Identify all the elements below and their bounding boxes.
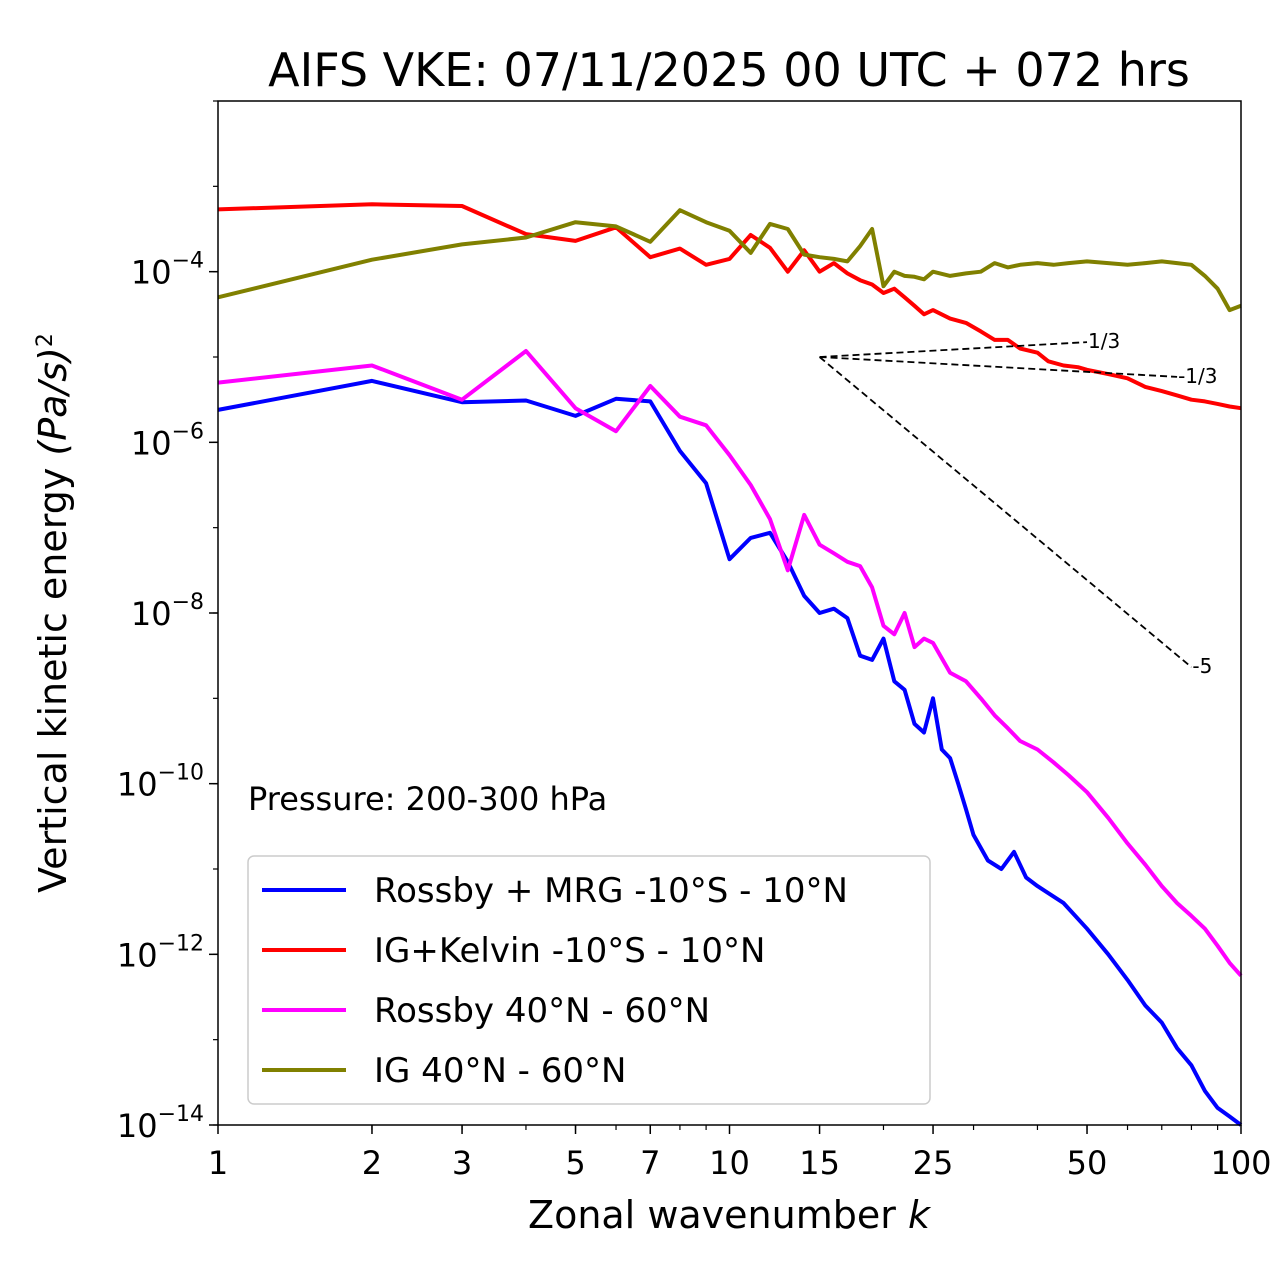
y-tick-label: 10−6: [131, 419, 204, 462]
reference-slopes: 1/3 -1/3 -5: [818, 329, 1218, 678]
y-axis-label: Vertical kinetic energy (Pa/s)2: [31, 333, 75, 893]
slope-label-1: -1/3: [1178, 364, 1217, 388]
x-tick-label: 15: [799, 1144, 840, 1182]
legend-label-3: IG 40°N - 60°N: [374, 1051, 626, 1091]
pressure-annotation: Pressure: 200-300 hPa: [248, 780, 607, 818]
legend-label-0: Rossby + MRG -10°S - 10°N: [374, 871, 848, 911]
x-axis-label-var: k: [908, 1193, 932, 1237]
legend-label-2: Rossby 40°N - 60°N: [374, 991, 710, 1031]
x-tick-label: 5: [565, 1144, 585, 1182]
y-tick-label: 10−14: [117, 1102, 204, 1145]
legend: Rossby + MRG -10°S - 10°N IG+Kelvin -10°S…: [247, 855, 931, 1105]
y-axis-label-unit: (Pa/s): [31, 347, 75, 455]
x-axis-label: Zonal wavenumber k: [528, 1193, 932, 1237]
series-line-2: [217, 349, 1243, 978]
y-tick-label: 10−4: [131, 249, 204, 292]
legend-label-1: IG+Kelvin -10°S - 10°N: [374, 931, 765, 971]
chart-title: AIFS VKE: 07/11/2025 00 UTC + 072 hrs: [268, 43, 1190, 97]
series-layer: [217, 202, 1243, 1127]
y-tick-label: 10−10: [117, 761, 204, 804]
slope-label-0: 1/3: [1088, 329, 1120, 353]
series-line-0: [217, 378, 1243, 1127]
x-axis-label-text: Zonal wavenumber: [528, 1193, 896, 1237]
series-line-1: [217, 202, 1242, 411]
x-tick-label: 3: [452, 1144, 472, 1182]
y-axis-label-text: Vertical kinetic energy: [31, 468, 75, 893]
x-tick-label: 1: [208, 1144, 228, 1182]
x-tick-label: 50: [1067, 1144, 1108, 1182]
series-line-3: [217, 208, 1242, 313]
y-axis-ticks: 10−4 10−6 10−8 10−10 10−12 10−14: [117, 100, 218, 1145]
slope-label-2: -5: [1192, 654, 1212, 678]
x-axis-ticks: 1 2 3 5 7 10 15 25 50 100: [208, 1125, 1272, 1182]
slope-line-1: [819, 356, 1178, 378]
x-tick-label: 25: [913, 1144, 954, 1182]
x-tick-label: 10: [709, 1144, 750, 1182]
legend-entries: Rossby + MRG -10°S - 10°N IG+Kelvin -10°S…: [262, 871, 848, 1091]
slope-line-0: [819, 341, 1088, 358]
x-tick-label: 7: [640, 1144, 660, 1182]
y-tick-label: 10−12: [117, 931, 204, 974]
x-tick-label: 100: [1210, 1144, 1271, 1182]
slope-line-2: [818, 356, 1193, 668]
y-tick-label: 10−8: [131, 590, 204, 633]
plot-area: 1/3 -1/3 -5: [217, 100, 1243, 1127]
legend-box: [247, 855, 931, 1105]
x-tick-label: 2: [362, 1144, 382, 1182]
y-axis-label-unit-exp: 2: [33, 333, 58, 347]
